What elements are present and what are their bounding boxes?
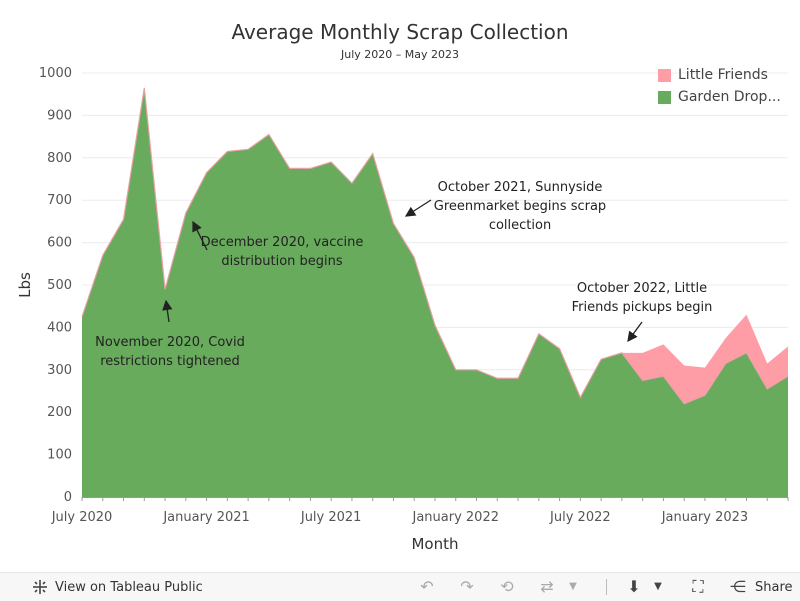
- x-tick-label: January 2021: [162, 510, 250, 525]
- y-tick-label: 300: [47, 363, 72, 378]
- x-tick-label: January 2022: [412, 510, 500, 525]
- annotation-text: November 2020, Covid: [95, 335, 245, 350]
- redo-icon[interactable]: ↷: [460, 577, 474, 596]
- y-tick-label: 1000: [39, 66, 72, 81]
- annotation-text: collection: [489, 218, 551, 233]
- tableau-logo-icon: [33, 580, 47, 594]
- x-axis-title: Month: [411, 535, 458, 553]
- y-tick-label: 100: [47, 448, 72, 463]
- annotation-arrow: [192, 220, 208, 251]
- x-tick-label: January 2023: [661, 510, 749, 525]
- refresh-dropdown-icon[interactable]: ▼: [569, 581, 577, 592]
- download-icon[interactable]: ⬇: [627, 577, 641, 596]
- annotation-arrow: [627, 321, 643, 343]
- chart-title: Average Monthly Scrap Collection: [231, 20, 569, 44]
- share-button[interactable]: Share: [755, 579, 793, 595]
- legend-label-little-friends: Little Friends: [678, 67, 768, 83]
- chart-area: 0 100 200 300 400 500 600 700 800 900 1000 July 202…: [16, 66, 789, 553]
- area-series-little-friends: [82, 87, 788, 404]
- legend-label-garden-drop: Garden Drop...: [678, 89, 781, 105]
- annotation-text: Friends pickups begin: [572, 300, 713, 315]
- toolbar-divider: [606, 579, 607, 595]
- revert-icon[interactable]: ⟲: [500, 577, 514, 596]
- refresh-icon[interactable]: ⇄: [540, 577, 554, 596]
- area-series-garden-drop: [82, 87, 788, 497]
- x-tick-label: July 2022: [549, 510, 611, 525]
- annotation-text: October 2021, Sunnyside: [438, 180, 603, 195]
- legend-swatch-little-friends: [658, 68, 671, 82]
- y-tick-label: 600: [47, 236, 72, 251]
- share-icon[interactable]: ⋲: [730, 577, 746, 596]
- download-dropdown-icon[interactable]: ▼: [654, 581, 662, 592]
- annotation-arrow: [404, 199, 432, 217]
- annotation-text: Greenmarket begins scrap: [434, 199, 606, 214]
- x-tick-label: July 2021: [300, 510, 362, 525]
- x-tick-label: July 2020: [51, 510, 113, 525]
- legend: Little Friends Garden Drop...: [658, 64, 781, 108]
- tableau-toolbar: View on Tableau Public ↶ ↷ ⟲ ⇄ ▼ ⬇ ▼ ⛶ ⋲…: [0, 572, 800, 601]
- view-on-tableau-link[interactable]: View on Tableau Public: [32, 579, 203, 595]
- view-on-tableau-label: View on Tableau Public: [55, 579, 203, 595]
- annotation-text: distribution begins: [221, 254, 343, 269]
- y-axis-title: Lbs: [16, 272, 34, 298]
- area-series-garden-drop-outline: [81, 87, 789, 405]
- y-tick-label: 0: [64, 490, 72, 505]
- legend-item-garden-drop[interactable]: Garden Drop...: [658, 86, 781, 108]
- y-tick-label: 200: [47, 405, 72, 420]
- y-tick-label: 700: [47, 193, 72, 208]
- fullscreen-icon[interactable]: ⛶: [692, 577, 704, 596]
- y-tick-label: 500: [47, 278, 72, 293]
- legend-item-little-friends[interactable]: Little Friends: [658, 64, 781, 86]
- annotation-text: October 2022, Little: [577, 281, 707, 296]
- y-tick-label: 800: [47, 151, 72, 166]
- annotation-arrow: [162, 299, 173, 323]
- chart-subtitle: July 2020 – May 2023: [341, 48, 459, 61]
- undo-icon[interactable]: ↶: [420, 577, 434, 596]
- y-tick-label: 400: [47, 320, 72, 335]
- legend-swatch-garden-drop: [658, 90, 671, 104]
- annotation-text: December 2020, vaccine: [201, 235, 364, 250]
- y-tick-label: 900: [47, 108, 72, 123]
- annotation-text: restrictions tightened: [100, 354, 240, 369]
